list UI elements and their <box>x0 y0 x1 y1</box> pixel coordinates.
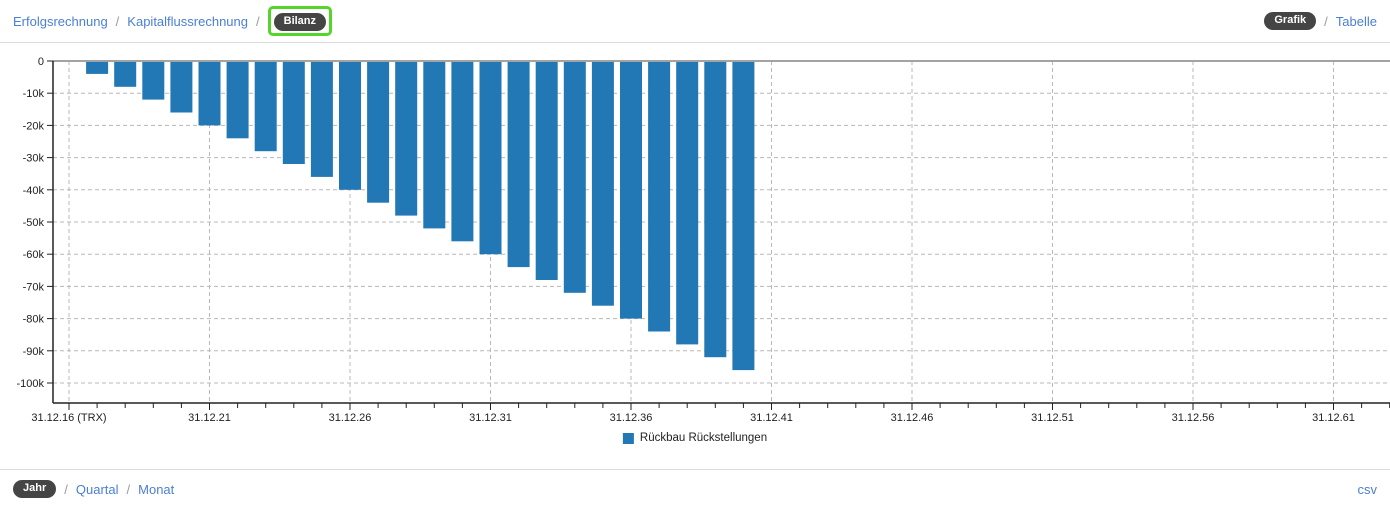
y-tick-label: -100k <box>16 378 44 390</box>
bar[interactable]: 31.12.27: -44000 <box>367 61 390 203</box>
x-tick-label: 31.12.61 <box>1312 412 1355 424</box>
view-tabelle-link[interactable]: Tabelle <box>1335 13 1377 29</box>
bar[interactable]: 31.12.24: -32000 <box>282 61 305 164</box>
bar[interactable]: 31.12.25: -36000 <box>310 61 333 177</box>
y-tick-label: -70k <box>23 281 45 293</box>
bar[interactable]: 31.12.32: -64000 <box>507 61 530 268</box>
y-tick-label: 0 <box>38 56 44 68</box>
period-jahr-badge[interactable]: Jahr <box>13 480 57 498</box>
x-tick-label: 31.12.46 <box>891 412 934 424</box>
bar-chart[interactable]: 31.12.17: -4000 31.12.18: -800031.12.19: … <box>0 44 1390 469</box>
bar[interactable]: 31.12.37: -84000 <box>648 61 671 332</box>
y-tick-label: -60k <box>23 249 45 261</box>
bar[interactable]: 31.12.34: -72000 <box>563 61 586 293</box>
x-tick-label: 31.12.31 <box>469 412 512 424</box>
y-tick-label: -30k <box>23 153 45 165</box>
bar[interactable]: 31.12.23: -28000 <box>254 61 277 152</box>
bar[interactable]: 31.12.40: -96000 <box>732 61 755 371</box>
bilanz-highlight-box: Bilanz <box>267 6 333 36</box>
y-tick-label: -90k <box>23 346 45 358</box>
bar[interactable]: 31.12.18: -8000 <box>114 61 137 87</box>
period-monat-link[interactable]: Monat <box>138 481 175 497</box>
y-tick-label: -50k <box>23 217 45 229</box>
bar[interactable]: 31.12.28: -48000 <box>395 61 418 216</box>
nav-separator: / <box>115 13 120 29</box>
period-separator: / <box>64 481 68 497</box>
view-toggle-separator: / <box>1324 13 1328 29</box>
chart-legend: Rückbau Rückstellungen <box>622 432 768 444</box>
period-bar: Jahr / Quartal / Monat csv <box>0 469 1390 508</box>
y-tick-label: -20k <box>23 120 45 132</box>
nav-erfolgsrechnung-link[interactable]: Erfolgsrechnung <box>13 13 108 29</box>
period-separator: / <box>126 481 131 497</box>
bar[interactable]: 31.12.17: -4000 <box>86 61 109 74</box>
nav-kapitalflussrechnung-link[interactable]: Kapitalflussrechnung <box>127 13 248 29</box>
legend-swatch-icon <box>622 432 634 444</box>
nav-separator: / <box>256 13 260 29</box>
bar[interactable]: 31.12.22: -24000 <box>226 61 249 139</box>
period-nav: Jahr / Quartal / Monat <box>13 480 174 498</box>
bar[interactable]: 31.12.36: -80000 <box>620 61 642 319</box>
y-tick-label: -10k <box>23 88 45 100</box>
report-nav: Erfolgsrechnung / Kapitalflussrechnung /… <box>13 6 333 36</box>
bar[interactable]: 31.12.20: -16000 <box>170 61 193 113</box>
bar[interactable]: 31.12.26: -40000 <box>339 61 361 190</box>
bar[interactable]: 31.12.30: -56000 <box>451 61 474 242</box>
nav-bilanz-badge[interactable]: Bilanz <box>273 13 327 31</box>
chart-region: 31.12.17: -4000 31.12.18: -800031.12.19: … <box>0 44 1390 469</box>
legend-label: Rückbau Rückstellungen <box>639 432 768 444</box>
bar[interactable]: 31.12.21: -20000 <box>198 61 221 126</box>
x-tick-label: 31.12.21 <box>188 412 231 424</box>
y-tick-label: -40k <box>23 185 45 197</box>
y-tick-label: -80k <box>23 314 45 326</box>
bar[interactable]: 31.12.39: -92000 <box>704 61 727 358</box>
x-tick-label: 31.12.51 <box>1031 412 1074 424</box>
x-tick-label: 31.12.36 <box>610 412 653 424</box>
x-tick-label: 31.12.26 <box>329 412 372 424</box>
view-toggle: Grafik / Tabelle <box>1264 12 1377 30</box>
period-quartal-link[interactable]: Quartal <box>75 481 119 497</box>
x-tick-label: 31.12.16 (TRX) <box>31 412 106 424</box>
bar[interactable]: 31.12.29: -52000 <box>423 61 446 229</box>
bar[interactable]: 31.12.33: -68000 <box>535 61 558 280</box>
top-bar: Erfolgsrechnung / Kapitalflussrechnung /… <box>0 0 1390 43</box>
view-grafik-badge[interactable]: Grafik <box>1264 12 1317 30</box>
csv-link[interactable]: csv <box>1357 481 1378 497</box>
bar[interactable]: 31.12.31: -60000 <box>479 61 502 255</box>
bar[interactable]: 31.12.19: -12000 <box>142 61 165 100</box>
x-tick-label: 31.12.56 <box>1172 412 1215 424</box>
bar[interactable]: 31.12.38: -88000 <box>676 61 699 345</box>
bar[interactable]: 31.12.35: -76000 <box>591 61 614 306</box>
x-tick-label: 31.12.41 <box>750 412 793 424</box>
